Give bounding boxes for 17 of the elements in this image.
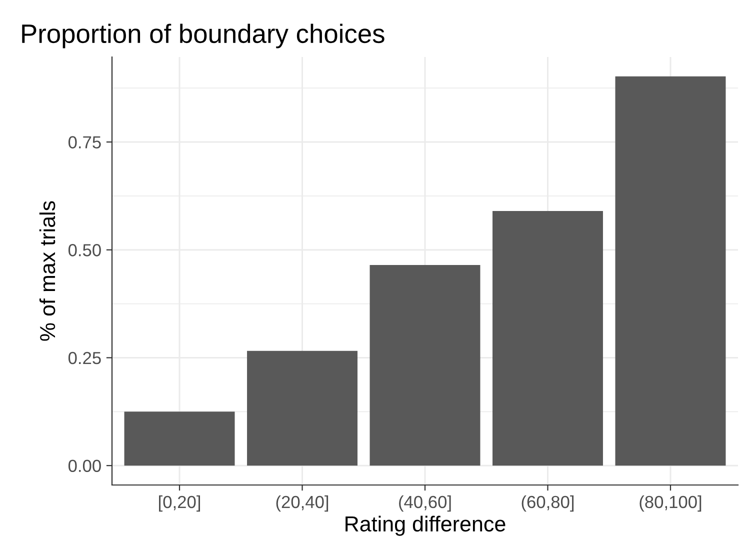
bar	[247, 350, 358, 466]
bar	[124, 412, 235, 466]
bar	[492, 211, 603, 466]
chart-title: Proportion of boundary choices	[22, 24, 384, 48]
x-tick-label: (40,60]	[399, 495, 451, 512]
x-tick-label: (20,40]	[276, 495, 328, 512]
y-tick-label: 0.25	[68, 352, 101, 364]
x-axis-title: Rating difference	[346, 516, 506, 536]
bar	[370, 264, 480, 466]
y-tick-label: 0.00	[68, 460, 101, 472]
x-tick-label: (80,100]	[640, 495, 702, 512]
y-tick-label: 0.75	[68, 136, 101, 148]
x-tick-label: [0,20]	[159, 495, 200, 512]
y-axis-title: % of max trials	[39, 201, 56, 341]
x-tick-label: (60,80]	[522, 495, 574, 512]
y-tick-label: 0.50	[68, 244, 101, 256]
bar	[615, 76, 726, 466]
